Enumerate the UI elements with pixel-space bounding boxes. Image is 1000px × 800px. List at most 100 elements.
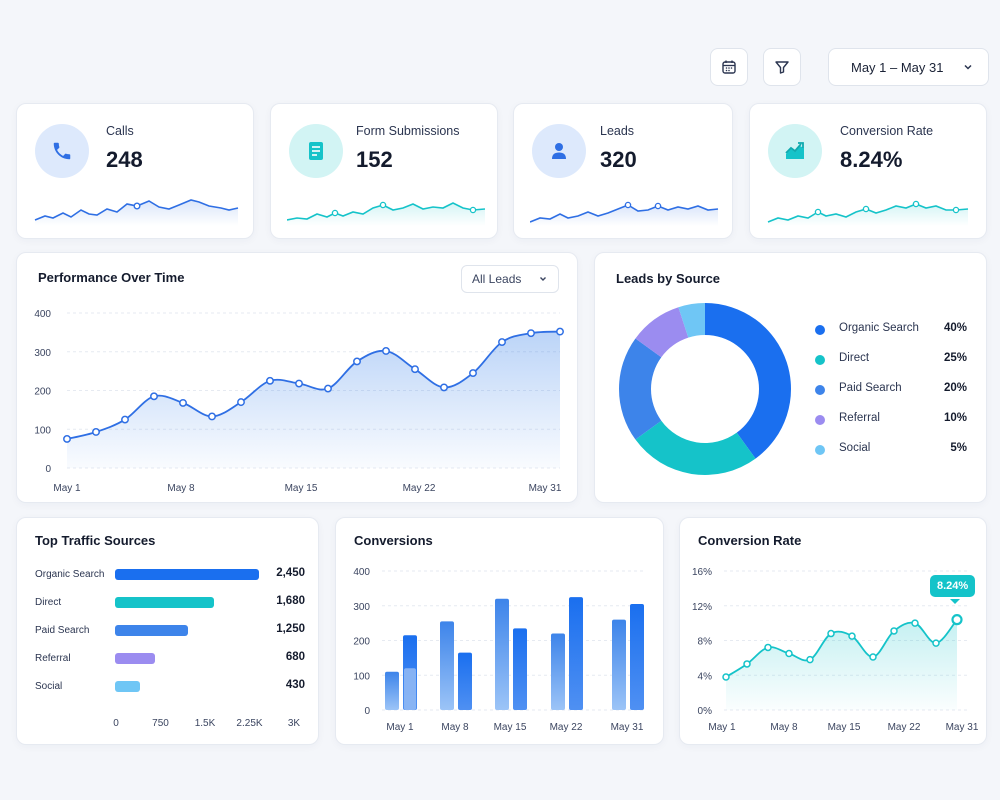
y-tick-label: 100 bbox=[353, 671, 370, 682]
y-tick-label: 0 bbox=[364, 706, 370, 717]
x-tick-label: 2.25K bbox=[236, 718, 262, 729]
stat-label: Calls bbox=[106, 124, 134, 138]
date-range-select[interactable]: May 1 – May 31 bbox=[828, 48, 989, 86]
traffic-value: 1,250 bbox=[276, 623, 305, 635]
card-title: Performance Over Time bbox=[38, 270, 185, 285]
data-point bbox=[556, 327, 564, 336]
data-point bbox=[411, 365, 419, 374]
donut-slice bbox=[705, 303, 791, 459]
data-point bbox=[324, 384, 332, 393]
x-tick-label: May 31 bbox=[529, 483, 562, 494]
y-tick-label: 12% bbox=[692, 602, 712, 613]
stat-icon-circle bbox=[35, 124, 89, 178]
data-point bbox=[498, 338, 506, 347]
data-point bbox=[266, 376, 274, 385]
y-tick-label: 4% bbox=[698, 671, 713, 682]
conversion-bar bbox=[630, 604, 644, 710]
stat-value: 248 bbox=[106, 147, 143, 172]
data-point bbox=[150, 392, 158, 401]
leads-filter-select[interactable]: All Leads bbox=[461, 265, 559, 293]
conversions-card: Conversions 0 100 200 300 400 May 1 May 8 May 1… bbox=[335, 517, 664, 745]
y-tick-label: 100 bbox=[34, 425, 51, 436]
x-tick-label: 3K bbox=[288, 718, 301, 729]
rate-tooltip: 8.24% bbox=[930, 575, 976, 597]
sparkline bbox=[767, 200, 969, 226]
filter-button[interactable] bbox=[763, 48, 801, 86]
y-tick-label: 200 bbox=[34, 387, 51, 398]
x-tick-label: May 22 bbox=[403, 483, 436, 494]
data-point bbox=[295, 379, 303, 388]
tooltip-pointer bbox=[950, 599, 960, 604]
calendar-icon bbox=[722, 60, 736, 74]
stat-icon-circle bbox=[289, 124, 343, 178]
conversion-bar bbox=[404, 668, 416, 710]
legend-value: 5% bbox=[950, 442, 967, 454]
trend-icon bbox=[785, 142, 804, 159]
legend-label: Referral bbox=[839, 412, 880, 424]
traffic-value: 2,450 bbox=[276, 567, 305, 579]
stat-value: 152 bbox=[356, 147, 393, 172]
top-traffic-card: Top Traffic Sources Organic Search 2,450… bbox=[16, 517, 319, 745]
data-point bbox=[208, 412, 216, 421]
conversion-rate-line-chart: 0% 4% 8% 12% 16% May 1 May 8 May 15 May 22 May 31 bbox=[692, 567, 979, 733]
data-point bbox=[848, 632, 856, 640]
x-tick-label: May 15 bbox=[285, 483, 318, 494]
stat-value: 8.24% bbox=[840, 147, 903, 172]
legend-item: Organic Search 40% bbox=[815, 322, 967, 338]
data-point bbox=[527, 329, 535, 338]
card-title: Top Traffic Sources bbox=[35, 533, 156, 548]
area-fill bbox=[726, 619, 957, 710]
data-point bbox=[722, 673, 730, 681]
x-tick-label: May 22 bbox=[550, 722, 583, 733]
y-tick-label: 0 bbox=[45, 464, 51, 475]
stat-card-calls: Calls 248 bbox=[16, 103, 254, 239]
document-icon bbox=[309, 142, 323, 160]
traffic-label: Referral bbox=[35, 653, 71, 664]
y-tick-label: 300 bbox=[34, 348, 51, 359]
stat-icon-circle bbox=[768, 124, 822, 178]
data-point bbox=[827, 629, 835, 638]
data-point bbox=[743, 660, 751, 668]
stat-card-form-submissions: Form Submissions 152 bbox=[270, 103, 498, 239]
data-point bbox=[785, 649, 793, 658]
sparkline bbox=[34, 199, 239, 226]
leads-filter-label: All Leads bbox=[472, 272, 522, 286]
legend-dot bbox=[815, 325, 825, 335]
y-tick-label: 300 bbox=[353, 602, 370, 613]
x-tick-label: May 31 bbox=[946, 722, 979, 733]
data-point bbox=[869, 653, 877, 661]
traffic-value: 1,680 bbox=[276, 595, 305, 607]
y-tick-label: 16% bbox=[692, 567, 712, 578]
data-point bbox=[179, 398, 187, 407]
y-tick-label: 400 bbox=[353, 567, 370, 578]
traffic-value: 680 bbox=[285, 651, 305, 663]
data-point bbox=[440, 383, 448, 392]
x-tick-label: 750 bbox=[152, 718, 169, 729]
data-point bbox=[911, 619, 919, 627]
calendar-button[interactable] bbox=[710, 48, 748, 86]
traffic-label: Organic Search bbox=[35, 569, 105, 580]
sparkline bbox=[287, 201, 485, 226]
legend-label: Direct bbox=[839, 352, 870, 364]
legend-label: Social bbox=[839, 442, 871, 454]
y-tick-label: 400 bbox=[34, 309, 51, 320]
traffic-row: Social 430 bbox=[35, 679, 305, 695]
legend-item: Paid Search 20% bbox=[815, 382, 967, 398]
traffic-bar bbox=[115, 653, 155, 664]
leads-donut-chart bbox=[619, 303, 791, 475]
donut-slice bbox=[619, 338, 662, 440]
performance-card: Performance Over Time All Leads 0 100 200 3… bbox=[16, 252, 578, 503]
chevron-down-icon bbox=[540, 277, 546, 281]
donut-slice bbox=[635, 420, 756, 475]
conversion-rate-card: Conversion Rate 0% 4% 8% 12% 16% May 1 May 8 Ma… bbox=[679, 517, 987, 745]
x-tick-label: May 31 bbox=[611, 722, 644, 733]
legend-dot bbox=[815, 415, 825, 425]
data-point bbox=[932, 639, 940, 647]
traffic-row: Direct 1,680 bbox=[35, 595, 305, 611]
x-tick-label: 0 bbox=[113, 718, 119, 729]
stat-card-leads: Leads 320 bbox=[513, 103, 733, 239]
y-tick-label: 0% bbox=[698, 706, 713, 717]
leads-by-source-card: Leads by Source Organic Search 40% Direc… bbox=[594, 252, 987, 503]
traffic-row: Paid Search 1,250 bbox=[35, 623, 305, 639]
data-point bbox=[63, 434, 71, 443]
